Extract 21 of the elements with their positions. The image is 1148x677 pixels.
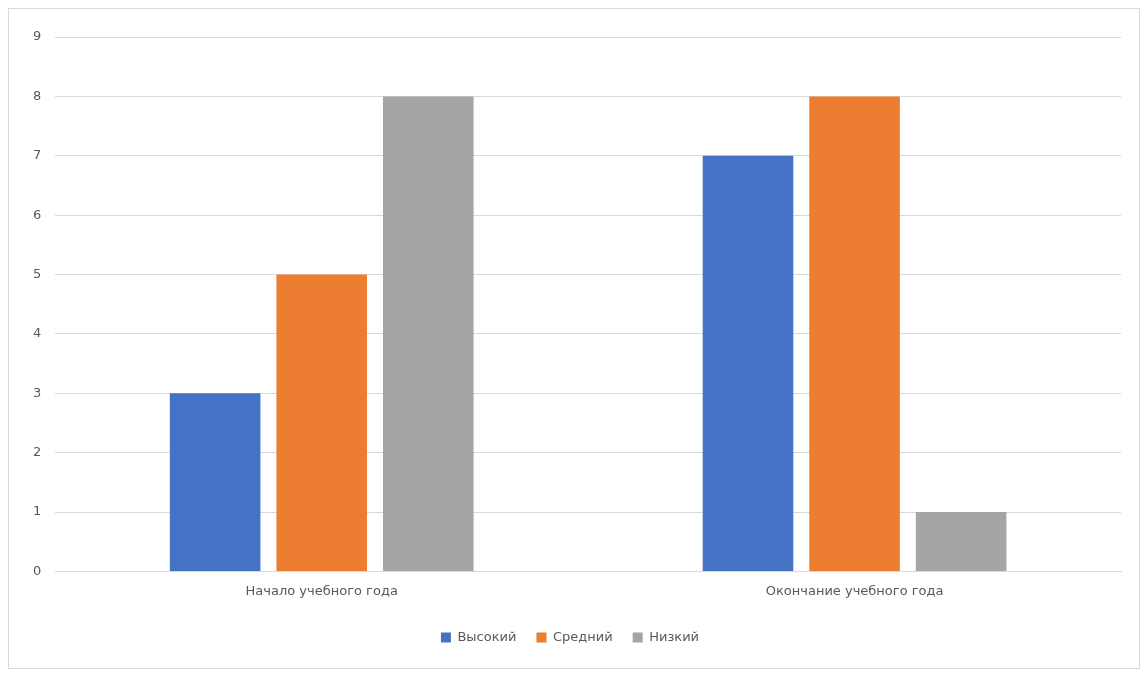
y-tick-label: 2 [32, 444, 42, 460]
y-tick-label: 9 [32, 28, 42, 44]
legend-label: Низкий [649, 628, 700, 644]
bar [809, 96, 900, 571]
bar [702, 155, 794, 571]
y-tick-label: 7 [32, 147, 42, 163]
y-tick-label: 3 [32, 384, 42, 400]
x-tick-label: Окончание учебного года [765, 582, 944, 598]
y-tick-label: 1 [32, 503, 42, 519]
legend-label: Высокий [457, 628, 517, 644]
x-tick-label: Начало учебного года [245, 582, 398, 598]
bar [276, 274, 367, 571]
y-tick-label: 6 [32, 206, 42, 222]
y-tick-label: 8 [32, 87, 42, 103]
y-tick-label: 5 [32, 265, 42, 281]
y-tick-label: 4 [32, 325, 42, 341]
bar [382, 96, 474, 571]
legend-label: Средний [552, 628, 613, 644]
bar [915, 512, 1007, 571]
bar [169, 393, 261, 571]
y-tick-label: 0 [32, 562, 42, 578]
